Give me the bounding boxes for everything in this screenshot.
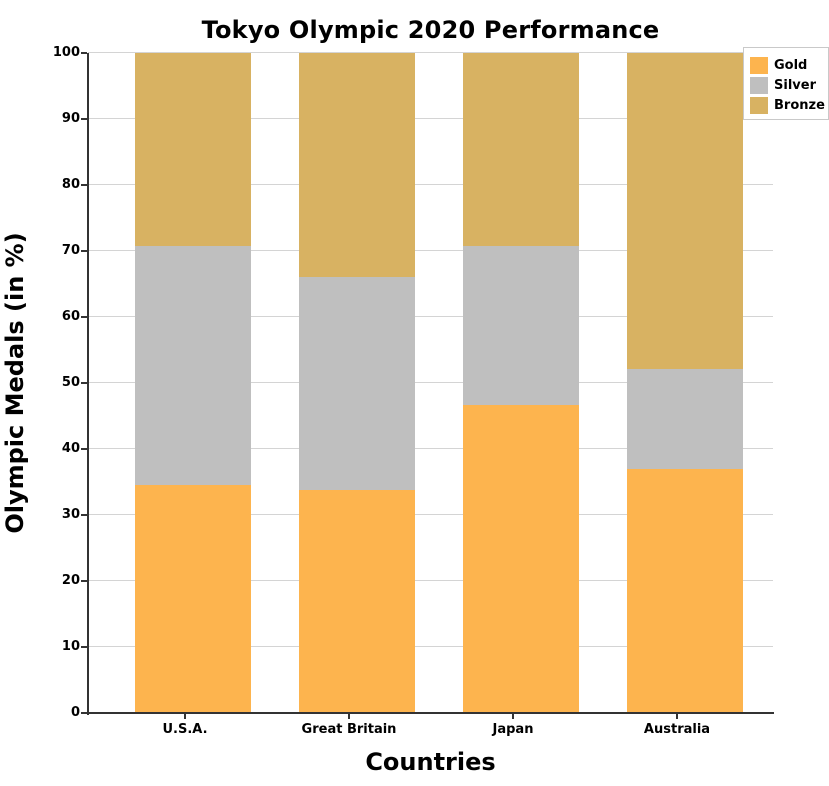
y-tick-label-20: 20 bbox=[61, 573, 80, 588]
x-tick-mark-great-britain bbox=[348, 714, 350, 719]
bar-australia bbox=[627, 53, 743, 713]
y-tick-label-10: 10 bbox=[61, 639, 80, 654]
bar-japan bbox=[463, 53, 579, 713]
bar-segment-gold-australia bbox=[627, 468, 743, 713]
gridline-60 bbox=[88, 316, 773, 317]
y-tick-label-70: 70 bbox=[61, 243, 80, 258]
gridline-90 bbox=[88, 118, 773, 119]
y-tick-mark-50 bbox=[81, 382, 87, 384]
x-axis-spine bbox=[87, 712, 774, 714]
y-tick-label-30: 30 bbox=[61, 507, 80, 522]
legend-label-silver: Silver bbox=[774, 77, 816, 93]
gridline-100 bbox=[88, 52, 773, 53]
x-tick-label-japan: Japan bbox=[492, 722, 534, 737]
x-tick-mark-u-s-a bbox=[184, 714, 186, 719]
y-tick-label-60: 60 bbox=[61, 309, 80, 324]
y-tick-mark-20 bbox=[81, 580, 87, 582]
y-tick-label-40: 40 bbox=[61, 441, 80, 456]
legend-swatch-bronze-icon bbox=[750, 96, 768, 114]
y-tick-mark-90 bbox=[81, 118, 87, 120]
x-tick-label-australia: Australia bbox=[643, 722, 711, 737]
x-tick-label-great-britain: Great Britain bbox=[301, 722, 397, 737]
legend-label-gold: Gold bbox=[774, 57, 808, 73]
y-tick-mark-80 bbox=[81, 184, 87, 186]
bar-segment-gold-u-s-a bbox=[135, 485, 251, 713]
bar-u-s-a bbox=[135, 53, 251, 713]
legend-item-bronze: Bronze bbox=[744, 95, 828, 115]
y-tick-mark-10 bbox=[81, 646, 87, 648]
x-tick-label-u-s-a: U.S.A. bbox=[162, 722, 208, 737]
gridline-10 bbox=[88, 646, 773, 647]
legend-swatch-gold-icon bbox=[750, 56, 768, 74]
legend-swatch-silver-icon bbox=[750, 76, 768, 94]
y-tick-label-0: 0 bbox=[70, 705, 80, 720]
bar-segment-bronze-australia bbox=[627, 53, 743, 369]
y-tick-mark-30 bbox=[81, 514, 87, 516]
bar-segment-silver-u-s-a bbox=[135, 245, 251, 486]
legend-item-gold: Gold bbox=[744, 55, 828, 75]
y-tick-label-100: 100 bbox=[52, 45, 80, 60]
y-axis-label: Olympic Medals (in %) bbox=[1, 232, 29, 534]
bar-segment-silver-australia bbox=[627, 368, 743, 469]
plot-area bbox=[87, 52, 774, 715]
bar-great-britain bbox=[299, 53, 415, 713]
x-tick-mark-japan bbox=[512, 714, 514, 719]
gridline-30 bbox=[88, 514, 773, 515]
bar-segment-gold-great-britain bbox=[299, 489, 415, 713]
y-axis-spine bbox=[87, 53, 89, 715]
bar-segment-bronze-great-britain bbox=[299, 53, 415, 277]
gridline-70 bbox=[88, 250, 773, 251]
gridline-20 bbox=[88, 580, 773, 581]
bar-segment-gold-japan bbox=[463, 405, 579, 713]
bar-segment-bronze-japan bbox=[463, 53, 579, 247]
y-tick-mark-70 bbox=[81, 250, 87, 252]
y-tick-label-80: 80 bbox=[61, 177, 80, 192]
y-tick-mark-100 bbox=[81, 52, 87, 54]
bar-segment-bronze-u-s-a bbox=[135, 53, 251, 246]
bar-segment-silver-japan bbox=[463, 246, 579, 406]
legend-item-silver: Silver bbox=[744, 75, 828, 95]
y-tick-label-50: 50 bbox=[61, 375, 80, 390]
legend: Gold Silver Bronze bbox=[743, 47, 829, 120]
y-tick-mark-0 bbox=[81, 712, 87, 714]
y-tick-mark-40 bbox=[81, 448, 87, 450]
gridline-40 bbox=[88, 448, 773, 449]
chart-title: Tokyo Olympic 2020 Performance bbox=[201, 16, 660, 44]
x-axis-label: Countries bbox=[365, 748, 496, 776]
bar-segment-silver-great-britain bbox=[299, 276, 415, 490]
gridline-50 bbox=[88, 382, 773, 383]
gridline-80 bbox=[88, 184, 773, 185]
y-tick-mark-60 bbox=[81, 316, 87, 318]
legend-label-bronze: Bronze bbox=[774, 97, 825, 113]
y-tick-label-90: 90 bbox=[61, 111, 80, 126]
x-tick-mark-australia bbox=[676, 714, 678, 719]
